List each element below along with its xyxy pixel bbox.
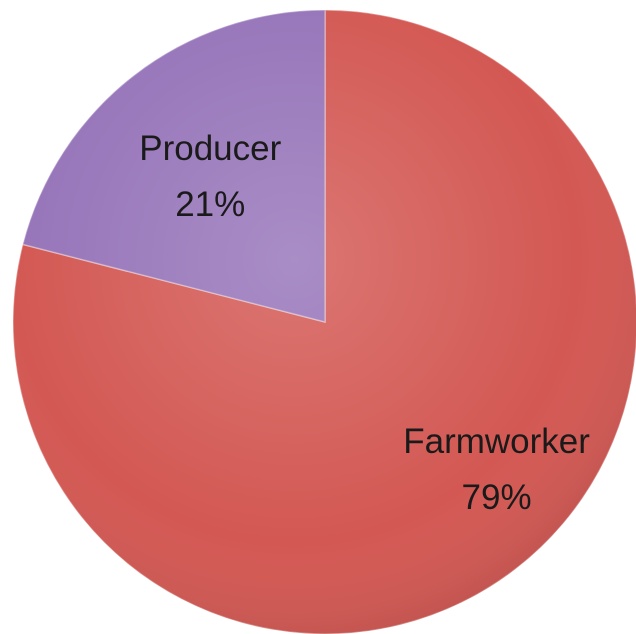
slice-name-producer: Producer [139,129,281,168]
slices-layer [12,9,636,634]
slice-percent-producer: 21% [175,185,245,224]
slice-name-farmworker: Farmworker [403,422,590,461]
slice-label-farmworker: Farmworker 79% [403,422,590,517]
slice-percent-farmworker: 79% [462,478,532,517]
labels-layer: Farmworker 79% Producer 21% [139,129,590,517]
slice-label-producer: Producer 21% [139,129,281,224]
